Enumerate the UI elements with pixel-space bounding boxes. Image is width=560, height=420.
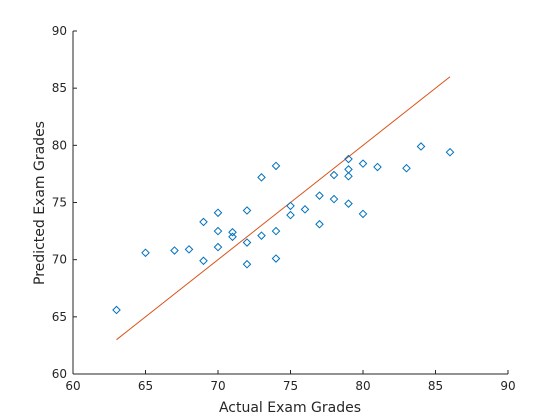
y-tick-label: 65 [52, 310, 67, 324]
y-tick-label: 85 [52, 81, 67, 95]
y-tick-label: 60 [52, 367, 67, 381]
x-axis-label: Actual Exam Grades [219, 400, 361, 416]
data-point [286, 210, 295, 220]
data-point [213, 226, 223, 236]
x-tick-label: 75 [283, 379, 298, 393]
data-point [344, 165, 353, 174]
data-point [373, 162, 382, 172]
data-point [199, 217, 208, 227]
data-point [271, 161, 281, 171]
data-point [112, 305, 121, 315]
data-point [213, 242, 223, 252]
y-tick-label: 75 [52, 196, 67, 210]
data-point [286, 201, 295, 211]
data-point [315, 191, 324, 200]
data-point [300, 205, 310, 214]
data-point [344, 199, 353, 208]
data-point [315, 219, 324, 229]
data-point [271, 254, 281, 263]
data-point [213, 208, 223, 218]
data-point [402, 163, 411, 173]
data-point [445, 147, 455, 157]
x-tick-label: 80 [355, 379, 370, 393]
data-points [112, 142, 455, 315]
data-point [170, 246, 179, 255]
x-tick-label: 65 [138, 379, 153, 393]
data-point [242, 238, 252, 247]
data-point [358, 159, 368, 168]
data-point [141, 248, 150, 258]
data-point [199, 256, 208, 266]
reference-line-group [116, 76, 451, 341]
x-tick-label: 70 [210, 379, 225, 393]
y-axis-label: Predicted Exam Grades [32, 121, 48, 285]
data-point [184, 245, 194, 254]
data-point [358, 209, 368, 219]
data-point [344, 154, 353, 164]
data-point [228, 227, 237, 237]
x-tick-label: 60 [65, 379, 80, 393]
data-point [344, 171, 353, 181]
data-point [242, 259, 252, 269]
data-point [271, 226, 281, 236]
data-point [329, 170, 339, 180]
data-point [242, 206, 252, 215]
data-point [257, 231, 266, 240]
data-point [257, 173, 266, 182]
y-tick-label: 90 [52, 24, 67, 38]
data-point [329, 194, 339, 204]
reference-line [116, 76, 451, 341]
axes: 60 65 70 75 80 85 90 60 65 70 75 80 85 90 [52, 24, 516, 393]
x-tick-label: 90 [500, 379, 515, 393]
data-point [416, 142, 426, 151]
data-point [228, 232, 237, 242]
y-tick-label: 80 [52, 138, 67, 152]
y-tick-label: 70 [52, 253, 67, 267]
x-tick-label: 85 [428, 379, 443, 393]
